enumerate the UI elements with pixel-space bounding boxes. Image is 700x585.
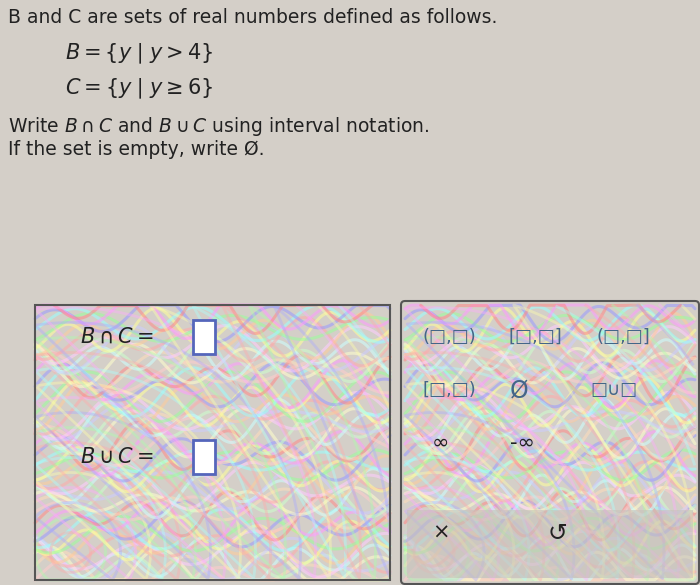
Text: ↺: ↺: [548, 521, 568, 545]
Text: Ø: Ø: [510, 378, 528, 402]
Text: $B\cap C=$: $B\cap C=$: [80, 327, 154, 347]
Text: Write $B\cap C$ and $B\cup C$ using interval notation.: Write $B\cap C$ and $B\cup C$ using inte…: [8, 115, 430, 138]
Text: B and C are sets of real numbers defined as follows.: B and C are sets of real numbers defined…: [8, 8, 498, 27]
Text: (□,□]: (□,□]: [596, 328, 650, 346]
Text: $B\cup C=$: $B\cup C=$: [80, 447, 154, 467]
Text: [□,□): [□,□): [422, 381, 476, 399]
Text: If the set is empty, write Ø.: If the set is empty, write Ø.: [8, 140, 265, 159]
Bar: [193, 440, 215, 474]
Text: ∞: ∞: [432, 433, 449, 453]
Bar: [407, 510, 693, 578]
Text: $B=\{y\mid y>4\}$: $B=\{y\mid y>4\}$: [65, 42, 213, 66]
Bar: [35, 305, 390, 580]
Text: (□,□): (□,□): [422, 328, 476, 346]
Text: □∪□: □∪□: [590, 381, 637, 399]
Text: ×: ×: [432, 523, 449, 543]
Text: $C=\{y\mid y\geq6\}$: $C=\{y\mid y\geq6\}$: [65, 77, 214, 101]
Text: [□,□]: [□,□]: [508, 328, 561, 346]
Bar: [193, 320, 215, 354]
Text: -∞: -∞: [510, 433, 535, 453]
